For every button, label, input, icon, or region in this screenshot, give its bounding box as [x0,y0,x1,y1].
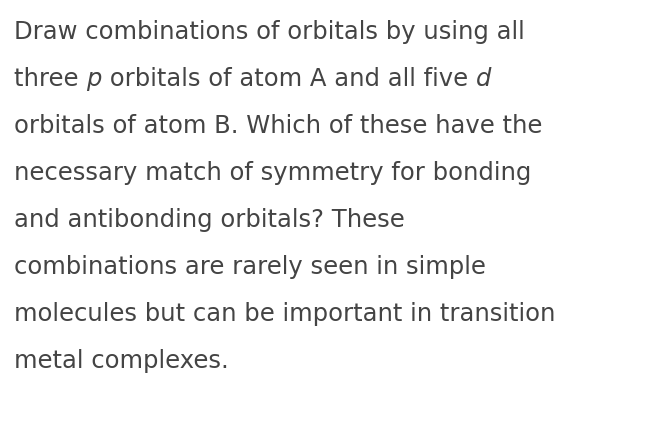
Text: three: three [14,67,86,91]
Text: and antibonding orbitals? These: and antibonding orbitals? These [14,208,405,232]
Text: Draw combinations of orbitals by using all: Draw combinations of orbitals by using a… [14,20,525,44]
Text: necessary match of symmetry for bonding: necessary match of symmetry for bonding [14,161,532,185]
Text: d: d [476,67,491,91]
Text: p: p [86,67,102,91]
Text: metal complexes.: metal complexes. [14,349,228,373]
Text: orbitals of atom B. Which of these have the: orbitals of atom B. Which of these have … [14,114,543,138]
Text: orbitals of atom A and all five: orbitals of atom A and all five [102,67,476,91]
Text: combinations are rarely seen in simple: combinations are rarely seen in simple [14,255,486,279]
Text: molecules but can be important in transition: molecules but can be important in transi… [14,302,556,326]
